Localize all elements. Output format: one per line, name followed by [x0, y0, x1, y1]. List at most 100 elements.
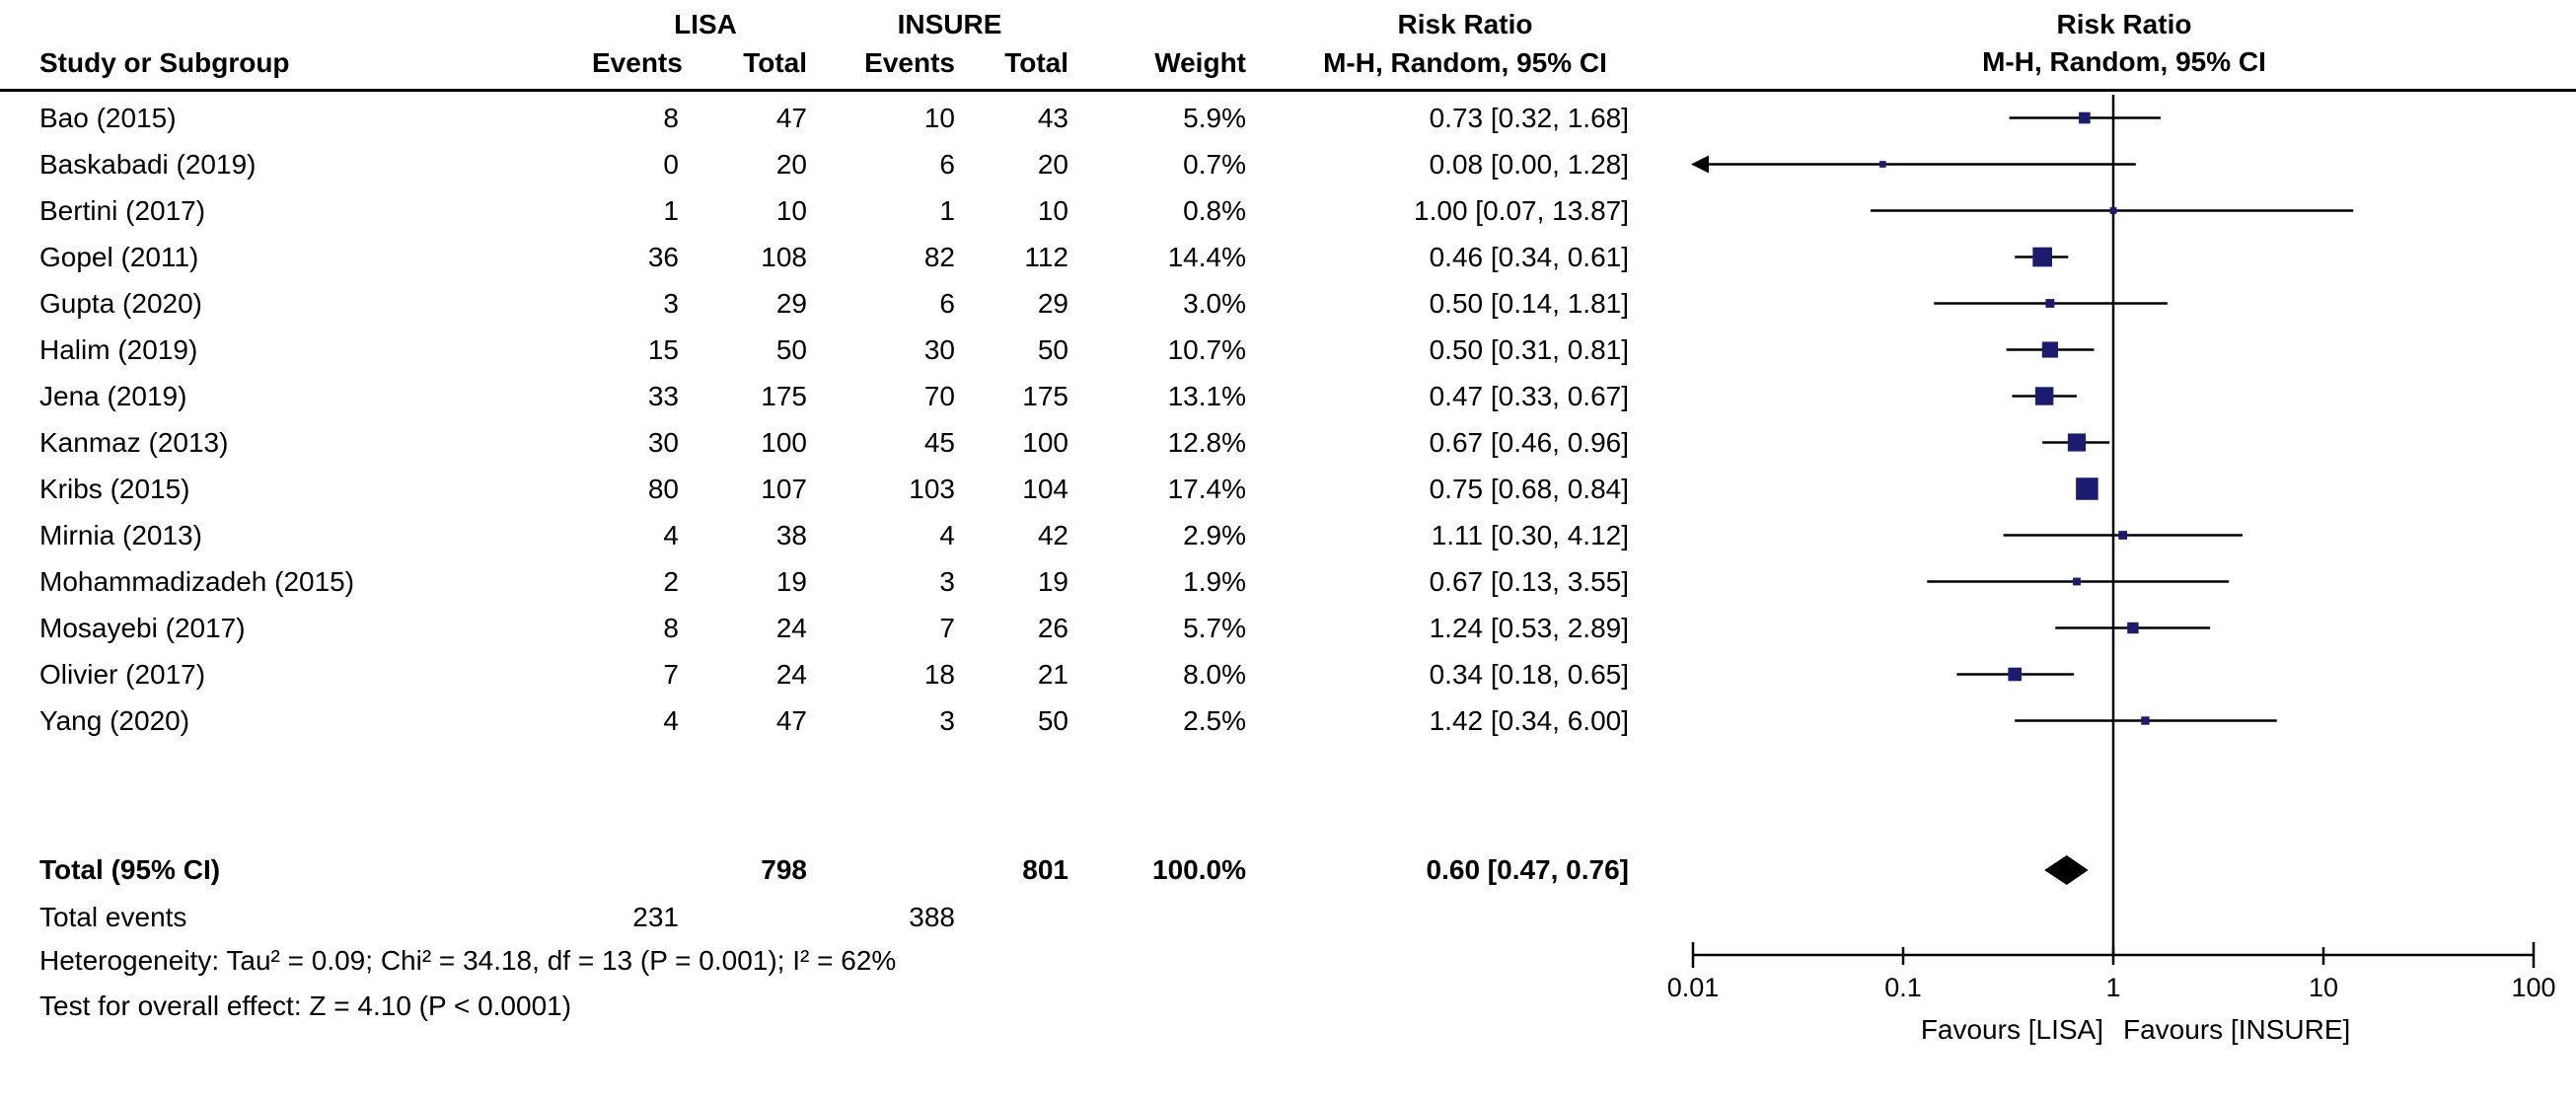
lisa-events: 8	[663, 102, 679, 133]
header-divider	[0, 89, 2576, 92]
lisa-total: 107	[761, 473, 807, 504]
risk-ratio-plot-header: Risk Ratio	[2056, 9, 2192, 39]
lisa-events: 3	[663, 287, 679, 319]
lisa-events-column-header: Events	[592, 47, 683, 78]
rr-ci-text: 0.50 [0.14, 1.81]	[1429, 287, 1629, 319]
study-row: Baskabadi (2019) 0 20 6 20 0.7% 0.08 [0.…	[0, 141, 1672, 187]
insure-total-column-header: Total	[1004, 47, 1068, 78]
lisa-total: 108	[761, 241, 807, 272]
study-row: Olivier (2017) 7 24 18 21 8.0% 0.34 [0.1…	[0, 651, 1672, 697]
study-row: Kanmaz (2013) 30 100 45 100 12.8% 0.67 […	[0, 419, 1672, 466]
study-name: Mosayebi (2017)	[39, 612, 246, 643]
lisa-total: 175	[761, 380, 807, 411]
total-row: Total (95% CI) 798 801 100.0% 0.60 [0.47…	[0, 846, 1672, 893]
total-label: Total (95% CI)	[39, 853, 221, 885]
insure-events: 3	[939, 704, 955, 736]
insure-events: 4	[939, 519, 955, 550]
insure-total: 104	[1022, 473, 1068, 504]
insure-events: 1	[939, 194, 955, 226]
total-weight: 100.0%	[1152, 853, 1246, 885]
weight: 2.9%	[1183, 519, 1246, 550]
weight: 2.5%	[1183, 704, 1246, 736]
lisa-events: 36	[647, 241, 679, 272]
rr-ci-text: 0.46 [0.34, 0.61]	[1429, 241, 1629, 272]
insure-total: 112	[1024, 241, 1068, 272]
mh-ci-column-header: M-H, Random, 95% CI	[1323, 47, 1607, 78]
weight: 5.7%	[1183, 612, 1246, 643]
svg-text:10: 10	[2309, 973, 2338, 1002]
study-row: Jena (2019) 33 175 70 175 13.1% 0.47 [0.…	[0, 373, 1672, 419]
insure-total: 29	[1037, 287, 1068, 319]
lisa-events: 30	[647, 426, 679, 458]
insure-total: 100	[1022, 426, 1068, 458]
insure-total: 175	[1022, 380, 1068, 411]
insure-total: 19	[1037, 565, 1068, 597]
weight: 10.7%	[1167, 333, 1246, 365]
weight: 14.4%	[1167, 241, 1246, 272]
lisa-total: 24	[775, 658, 807, 690]
lisa-events: 8	[663, 612, 679, 643]
svg-text:0.01: 0.01	[1667, 973, 1720, 1002]
insure-events: 3	[939, 565, 955, 597]
insure-total: 26	[1037, 612, 1068, 643]
study-row: Mosayebi (2017) 8 24 7 26 5.7% 1.24 [0.5…	[0, 605, 1672, 651]
favours-lisa-label: Favours [LISA]	[1920, 1014, 2103, 1045]
insure-total: 20	[1037, 148, 1068, 180]
lisa-total: 10	[775, 194, 807, 226]
favours-insure-label: Favours [INSURE]	[2123, 1014, 2351, 1045]
rr-ci-text: 0.34 [0.18, 0.65]	[1429, 658, 1629, 690]
study-name: Yang (2020)	[39, 704, 190, 736]
total-ci-text: 0.60 [0.47, 0.76]	[1426, 853, 1629, 885]
weight: 13.1%	[1167, 380, 1246, 411]
study-row: Kribs (2015) 80 107 103 104 17.4% 0.75 […	[0, 466, 1672, 512]
study-name: Bao (2015)	[39, 102, 177, 133]
insure-events: 7	[939, 612, 955, 643]
lisa-events: 4	[663, 704, 679, 736]
study-row: Halim (2019) 15 50 30 50 10.7% 0.50 [0.3…	[0, 327, 1672, 373]
weight: 12.8%	[1167, 426, 1246, 458]
group2-header: INSURE	[897, 9, 1002, 39]
insure-events: 45	[923, 426, 955, 458]
rr-ci-text: 1.42 [0.34, 6.00]	[1429, 704, 1629, 736]
study-row: Yang (2020) 4 47 3 50 2.5% 1.42 [0.34, 6…	[0, 697, 1672, 744]
column-header-row: Study or Subgroup Events Total Events To…	[0, 43, 1672, 83]
study-row: Bertini (2017) 1 10 1 10 0.8% 1.00 [0.07…	[0, 187, 1672, 234]
lisa-events: 80	[647, 473, 679, 504]
study-name: Bertini (2017)	[39, 194, 206, 226]
weight: 1.9%	[1183, 565, 1246, 597]
rr-ci-text: 0.67 [0.13, 3.55]	[1429, 565, 1629, 597]
weight: 8.0%	[1183, 658, 1246, 690]
lisa-events: 1	[663, 194, 679, 226]
lisa-events: 15	[647, 333, 679, 365]
study-name: Gopel (2011)	[39, 241, 199, 272]
insure-events: 18	[923, 658, 955, 690]
weight: 17.4%	[1167, 473, 1246, 504]
total-lisa-n: 798	[761, 853, 807, 885]
insure-total: 21	[1037, 658, 1068, 690]
insure-events: 70	[923, 380, 955, 411]
study-name: Jena (2019)	[39, 380, 187, 411]
lisa-total: 50	[775, 333, 807, 365]
lisa-total: 47	[775, 704, 807, 736]
study-column-header: Study or Subgroup	[39, 47, 290, 78]
study-name: Kribs (2015)	[39, 473, 190, 504]
svg-text:0.1: 0.1	[1884, 973, 1922, 1002]
insure-events: 6	[939, 287, 955, 319]
insure-events: 103	[909, 473, 955, 504]
study-row: Bao (2015) 8 47 10 43 5.9% 0.73 [0.32, 1…	[0, 95, 1672, 141]
lisa-total: 100	[761, 426, 807, 458]
study-name: Halim (2019)	[39, 333, 198, 365]
lisa-total: 47	[775, 102, 807, 133]
study-name: Kanmaz (2013)	[39, 426, 229, 458]
insure-events-column-header: Events	[864, 47, 955, 78]
study-name: Mohammadizadeh (2015)	[39, 565, 355, 597]
lisa-events: 33	[647, 380, 679, 411]
overall-effect-text: Test for overall effect: Z = 4.10 (P < 0…	[39, 990, 572, 1021]
insure-events: 6	[939, 148, 955, 180]
rr-ci-text: 0.47 [0.33, 0.67]	[1429, 380, 1629, 411]
study-name: Baskabadi (2019)	[39, 148, 257, 180]
total-insure-n: 801	[1022, 853, 1068, 885]
study-name: Olivier (2017)	[39, 658, 206, 690]
lisa-total: 29	[775, 287, 807, 319]
